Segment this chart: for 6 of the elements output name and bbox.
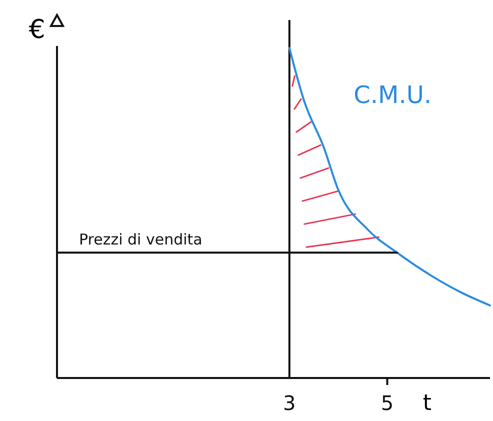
series-label: C.M.U. (354, 80, 432, 109)
x-axis-title: t (422, 391, 432, 416)
y-axis-title: € (28, 15, 46, 45)
series-label: Prezzi di vendita (79, 230, 202, 249)
x-tick-label: 5 (380, 391, 394, 416)
x-tick-label: 3 (283, 391, 296, 416)
